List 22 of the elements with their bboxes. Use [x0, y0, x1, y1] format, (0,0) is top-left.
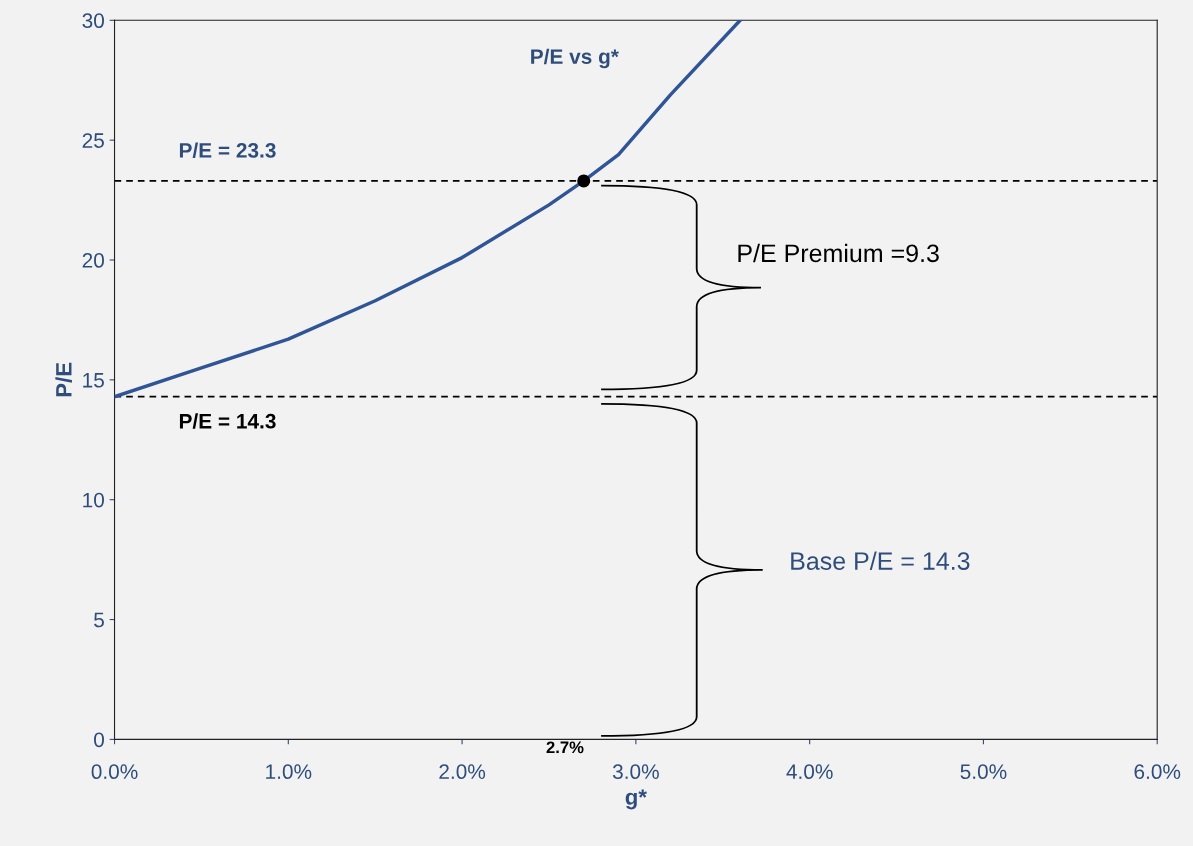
y-tick-label: 20	[82, 253, 104, 268]
x-tick-label: 4.0%	[786, 764, 833, 780]
ref-line-label: P/E = 23.3	[179, 142, 276, 158]
x-tick-label: 0.0%	[91, 764, 138, 780]
y-tick-label: 5	[94, 612, 104, 628]
x-tick-label: 6.0%	[1134, 764, 1181, 780]
annotation: P/E vs g*	[531, 48, 619, 69]
y-tick-label: 30	[82, 13, 104, 29]
x-axis-title: g*	[625, 789, 647, 810]
x-tick-label: 2.0%	[439, 764, 486, 780]
x-tick-label: 1.0%	[266, 764, 312, 780]
annotation: P/E Premium =9.3	[738, 243, 939, 263]
x-tick-label: 3.0%	[612, 764, 659, 780]
text: 2.7%	[546, 741, 584, 754]
x-tick-label: 5.0%	[960, 764, 1007, 780]
y-tick-label: 15	[83, 373, 104, 388]
y-tick-label: 10	[83, 492, 104, 508]
y-tick-label: 25	[82, 133, 104, 148]
y-tick-label: 0	[94, 732, 104, 748]
ref-line-label: P/E = 14.3	[179, 413, 276, 429]
annotation: Base P/E = 14.3	[791, 551, 970, 570]
y-axis-title: P/E	[55, 362, 72, 397]
